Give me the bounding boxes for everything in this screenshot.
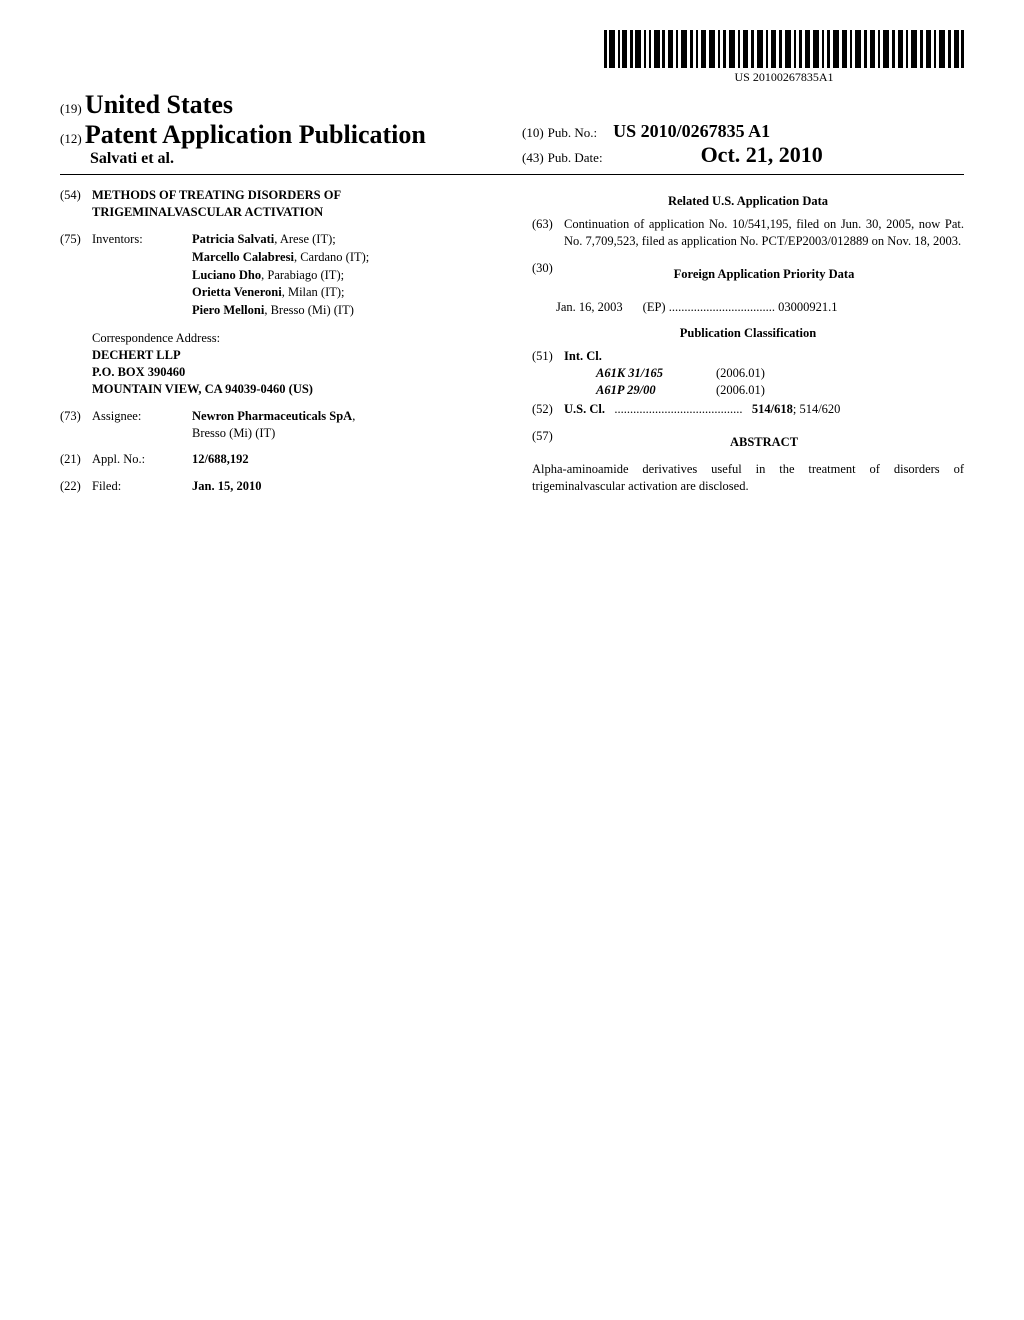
uscl-code: (52) [532,401,564,418]
pubclass-heading: Publication Classification [532,325,964,342]
appl-code: (21) [60,451,92,468]
invention-title: METHODS OF TREATING DISORDERS OF TRIGEMI… [92,187,492,221]
foreign-code: (30) [532,260,564,289]
assignee-loc: Bresso (Mi) (IT) [192,425,492,442]
intcl-label: Int. Cl. [564,348,964,365]
related-heading: Related U.S. Application Data [532,193,964,210]
country-code: (19) [60,101,82,116]
continuation-code: (63) [532,216,564,250]
uscl-main: 514/618 [752,402,793,416]
left-column: (54) METHODS OF TREATING DISORDERS OF TR… [60,187,492,505]
barcode: US 20100267835A1 [604,30,964,85]
inventor-loc: , Milan (IT); [282,285,345,299]
ipc-code: A61K 31/165 [596,365,716,382]
country-name: United States [85,90,233,119]
inventors-list: Patricia Salvati, Arese (IT); Marcello C… [192,231,492,320]
uscl-rest: ; 514/620 [793,402,841,416]
continuation-text: Continuation of application No. 10/541,1… [564,216,964,250]
abstract-heading: ABSTRACT [564,434,964,451]
right-column: Related U.S. Application Data (63) Conti… [532,187,964,505]
appl-label: Appl. No.: [92,451,192,468]
ipc-code: A61P 29/00 [596,382,716,399]
pub-type: Patent Application Publication [85,120,426,149]
authors: Salvati et al. [90,150,502,168]
assignee-label: Assignee: [92,408,192,442]
uscl-label: U.S. Cl. [564,402,605,416]
pub-no-label: Pub. No.: [548,125,597,140]
header: (19) United States (12) Patent Applicati… [60,90,964,175]
assignee-code: (73) [60,408,92,442]
barcode-region: US 20100267835A1 [60,30,964,86]
priority-row: Jan. 16, 2003 (EP) .....................… [556,299,964,316]
filed-label: Filed: [92,478,192,495]
inventors-label: Inventors: [92,231,192,320]
ipc-ver: (2006.01) [716,365,765,382]
pub-date-code: (43) [522,150,544,165]
inventor-loc: , Cardano (IT); [294,250,369,264]
appl-no: 12/688,192 [192,451,492,468]
corr-label: Correspondence Address: [92,330,492,347]
pub-date: Oct. 21, 2010 [701,142,823,167]
inventor-name: Piero Melloni [192,303,264,317]
inventor-loc: , Bresso (Mi) (IT) [264,303,354,317]
corr-po: P.O. BOX 390460 [92,364,492,381]
priority-date: Jan. 16, 2003 [556,299,623,316]
inventor-loc: , Parabiago (IT); [261,268,344,282]
filed-date: Jan. 15, 2010 [192,478,492,495]
priority-no: 03000921.1 [778,299,837,316]
intcl-code: (51) [532,348,564,399]
uscl-dots: ........................................… [614,402,742,416]
pub-no: US 2010/0267835 A1 [613,121,770,141]
foreign-heading: Foreign Application Priority Data [564,266,964,283]
priority-dots: .................................. [669,299,775,316]
inventors-code: (75) [60,231,92,320]
priority-country: (EP) [643,299,666,316]
corr-city: MOUNTAIN VIEW, CA 94039-0460 (US) [92,381,492,398]
filed-code: (22) [60,478,92,495]
ipc-ver: (2006.01) [716,382,765,399]
pub-code: (12) [60,131,82,146]
abstract-text: Alpha-aminoamide derivatives useful in t… [532,461,964,495]
corr-name: DECHERT LLP [92,347,492,364]
inventor-name: Orietta Veneroni [192,285,282,299]
inventor-loc: , Arese (IT); [274,232,335,246]
pub-no-code: (10) [522,125,544,140]
correspondence-address: Correspondence Address: DECHERT LLP P.O.… [92,330,492,398]
title-code: (54) [60,187,92,221]
inventor-name: Marcello Calabresi [192,250,294,264]
assignee-name: Newron Pharmaceuticals SpA [192,409,352,423]
inventor-name: Patricia Salvati [192,232,274,246]
inventor-name: Luciano Dho [192,268,261,282]
barcode-text: US 20100267835A1 [604,70,964,85]
pub-date-label: Pub. Date: [548,150,603,165]
abstract-code: (57) [532,428,564,457]
